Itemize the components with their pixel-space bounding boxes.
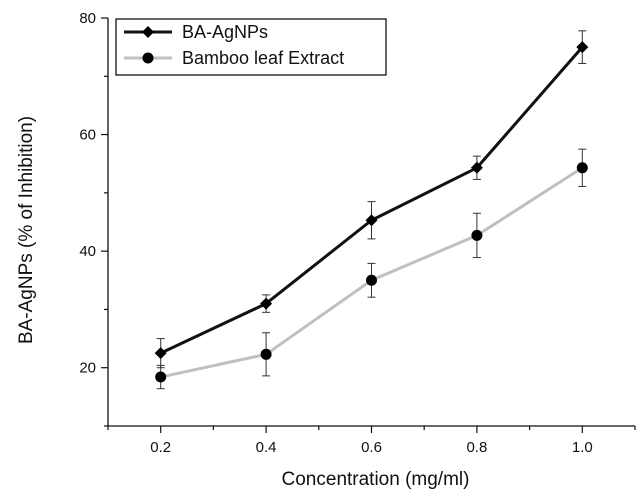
- x-tick-label: 0.6: [361, 439, 382, 456]
- x-tick-label: 0.4: [256, 439, 277, 456]
- legend: BA-AgNPs Bamboo leaf Extract: [115, 18, 387, 76]
- y-tick-label: 20: [79, 360, 96, 377]
- x-axis-title: Concentration (mg/ml): [282, 469, 470, 490]
- plot-area: [154, 30, 589, 390]
- y-tick-label: 80: [79, 10, 96, 27]
- legend-item: Bamboo leaf Extract: [124, 48, 344, 68]
- y-tick-label: 60: [79, 127, 96, 144]
- legend-marker: [142, 26, 154, 38]
- data-point: [155, 371, 167, 383]
- data-point: [470, 161, 483, 174]
- data-point: [154, 347, 167, 360]
- data-point: [576, 41, 589, 54]
- data-point: [366, 274, 377, 286]
- series-line: [160, 46, 584, 355]
- legend-box: [115, 18, 387, 76]
- x-tick-label: 0.2: [150, 439, 171, 456]
- data-point: [576, 162, 588, 174]
- legend-label: Bamboo leaf Extract: [182, 48, 344, 68]
- y-ticks: 20 40 60 80: [79, 10, 108, 427]
- series-0: [154, 30, 589, 369]
- x-tick-label: 0.8: [466, 439, 487, 456]
- legend-label: BA-AgNPs: [182, 22, 268, 42]
- legend-marker: [142, 52, 154, 64]
- data-point: [365, 214, 378, 227]
- y-axis-title: BA-AgNPs (% of Inhibition): [16, 116, 37, 344]
- y-tick-label: 40: [79, 243, 96, 260]
- x-tick-label: 1.0: [572, 439, 593, 456]
- x-ticks: 0.2 0.4 0.6 0.8 1.0: [107, 426, 636, 456]
- series-1: [155, 148, 588, 390]
- data-point: [260, 297, 273, 310]
- legend-item: BA-AgNPs: [124, 22, 268, 42]
- data-point: [260, 348, 272, 360]
- data-point: [471, 229, 483, 241]
